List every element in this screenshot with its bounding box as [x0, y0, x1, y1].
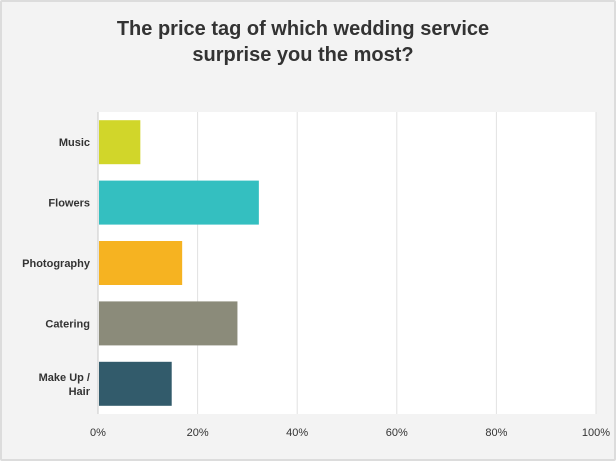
bar [99, 241, 183, 285]
x-tick-label: 100% [582, 427, 610, 439]
bar [99, 180, 259, 225]
category-label: Flowers [48, 198, 90, 210]
x-tick-label: 80% [485, 427, 507, 439]
bar [99, 120, 141, 165]
category-label: Hair [69, 386, 91, 398]
category-label: Music [59, 137, 90, 149]
category-label: Catering [45, 318, 90, 330]
category-label: Make Up / [39, 372, 90, 384]
x-tick-label: 60% [386, 427, 408, 439]
bar [99, 301, 238, 346]
chart-title-line-2: surprise you the most? [192, 44, 414, 66]
chart-title-line-1: The price tag of which wedding service [116, 18, 490, 40]
x-tick-label: 40% [286, 427, 308, 439]
x-tick-label: 20% [187, 427, 209, 439]
chart-title: The price tag of which wedding service s… [2, 16, 604, 68]
x-tick-label: 0% [90, 427, 106, 439]
category-label: Photography [22, 258, 91, 270]
bar [99, 361, 172, 406]
